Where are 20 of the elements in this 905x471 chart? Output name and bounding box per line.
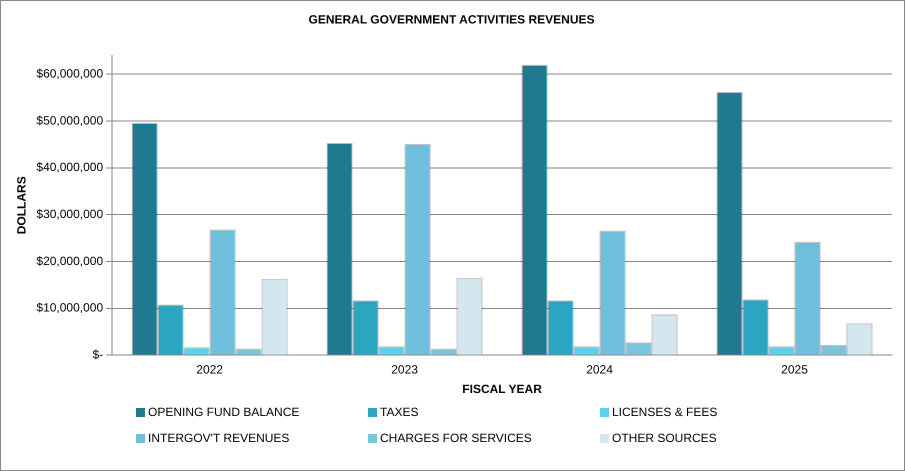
y-tick-label: $30,000,000 <box>36 206 104 221</box>
legend-label: CHARGES FOR SERVICES <box>380 431 532 445</box>
legend-label: INTERGOV'T REVENUES <box>148 431 290 445</box>
x-axis-title: FISCAL YEAR <box>462 382 542 396</box>
legend-label: OTHER SOURCES <box>612 431 717 445</box>
y-tick-label: $10,000,000 <box>36 300 104 315</box>
y-tick-label: $- <box>92 348 104 362</box>
x-tick-label: 2024 <box>586 362 614 377</box>
y-tick-label: $40,000,000 <box>36 160 104 174</box>
y-tick-label: $50,000,000 <box>36 113 104 128</box>
chart-title: GENERAL GOVERNMENT ACTIVITIES REVENUES <box>308 12 595 27</box>
x-tick-label: 2025 <box>781 362 808 377</box>
x-tick-label: 2023 <box>391 362 418 377</box>
x-tick-label: 2022 <box>196 362 224 377</box>
y-axis-title: DOLLARS <box>14 176 29 234</box>
legend-label: OPENING FUND BALANCE <box>148 405 300 419</box>
y-tick-label: $60,000,000 <box>36 66 104 80</box>
legend-label: LICENSES & FEES <box>612 405 718 419</box>
y-tick-label: $20,000,000 <box>36 254 104 268</box>
legend-label: TAXES <box>380 405 418 419</box>
